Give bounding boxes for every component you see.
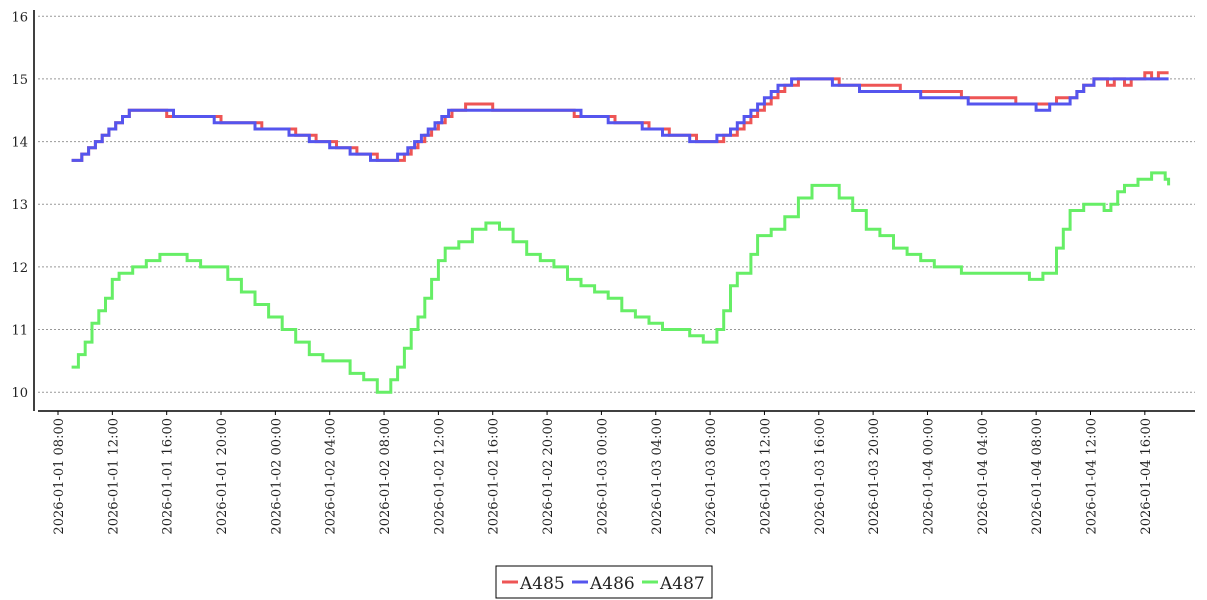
y-tick-label: 11 — [11, 324, 28, 339]
y-tick-label: 10 — [11, 386, 28, 401]
y-tick-label: 16 — [11, 10, 28, 25]
axes — [33, 10, 1195, 412]
x-tick-label: 2026-01-03 20:00 — [867, 418, 882, 535]
x-tick-label: 2026-01-03 04:00 — [650, 418, 665, 535]
legend-label-a486: A486 — [589, 574, 635, 594]
x-tick-label: 2026-01-03 16:00 — [813, 418, 828, 535]
x-tick-labels: 2026-01-01 08:00 2026-01-01 12:00 2026-01-… — [52, 411, 1154, 535]
x-tick-label: 2026-01-02 12:00 — [432, 418, 447, 535]
legend-label-a487: A487 — [659, 574, 705, 594]
x-tick-label: 2026-01-02 00:00 — [269, 418, 284, 535]
x-tick-label: 2026-01-02 04:00 — [324, 418, 339, 535]
x-tick-label: 2026-01-04 12:00 — [1085, 418, 1100, 535]
y-tick-labels: 10 11 12 13 14 15 16 — [11, 10, 28, 401]
gridlines — [38, 15, 1195, 393]
x-tick-label: 2026-01-01 12:00 — [106, 418, 121, 535]
x-tick-label: 2026-01-04 04:00 — [976, 418, 991, 535]
legend: A485 A486 A487 — [495, 565, 713, 599]
x-tick-label: 2026-01-02 20:00 — [541, 418, 556, 535]
series-line-a486 — [71, 77, 1169, 162]
x-tick-label: 2026-01-01 16:00 — [161, 418, 176, 535]
y-tick-label: 13 — [11, 198, 28, 213]
x-tick-label: 2026-01-01 08:00 — [52, 418, 67, 535]
legend-box — [495, 565, 713, 599]
x-tick-label: 2026-01-02 08:00 — [378, 418, 393, 535]
legend-label-a485: A485 — [519, 574, 565, 594]
x-tick-label: 2026-01-03 12:00 — [758, 418, 773, 535]
x-tick-label: 2026-01-02 16:00 — [487, 418, 502, 535]
x-tick-label: 2026-01-04 16:00 — [1139, 418, 1154, 535]
series-line-a485 — [71, 71, 1169, 162]
x-tick-label: 2026-01-03 00:00 — [595, 418, 610, 535]
x-tick-label: 2026-01-04 08:00 — [1030, 418, 1045, 535]
x-tick-label: 2026-01-03 08:00 — [704, 418, 719, 535]
y-tick-label: 12 — [11, 261, 28, 276]
series-line-a487 — [71, 171, 1171, 394]
y-tick-label: 15 — [11, 73, 28, 88]
x-tick-label: 2026-01-01 20:00 — [215, 418, 230, 535]
y-tick-label: 14 — [11, 136, 28, 151]
series-lines — [71, 71, 1171, 394]
x-tick-label: 2026-01-04 00:00 — [922, 418, 937, 535]
